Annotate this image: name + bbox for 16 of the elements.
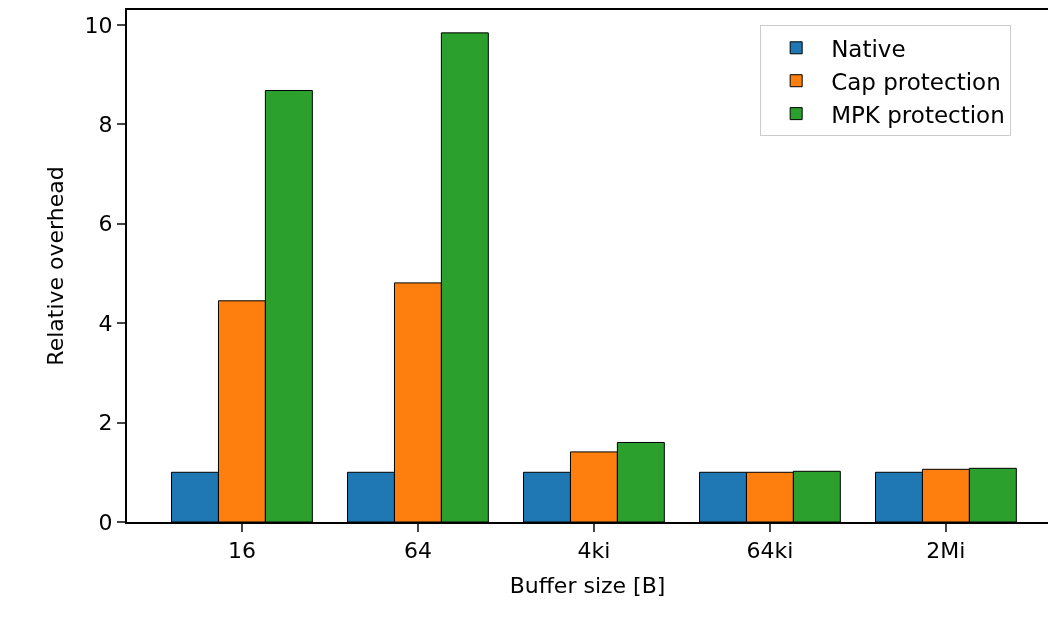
y-tick-label: 0: [98, 509, 113, 535]
x-tick-label: 64: [403, 538, 432, 564]
x-tick-label: 4ki: [577, 538, 611, 564]
y-axis-title: Relative overhead: [42, 166, 68, 366]
y-tick-label: 4: [98, 310, 113, 336]
legend-label: MPK protection: [831, 101, 1005, 128]
x-tick-label: 16: [227, 538, 256, 564]
x-axis-title: Buffer size [B]: [509, 572, 666, 598]
x-tick-label: 64ki: [746, 538, 794, 564]
y-tick-label: 2: [98, 410, 113, 436]
x-tick-label: 2Mi: [926, 538, 966, 564]
legend-label: Native: [831, 35, 906, 62]
y-tick-label: 10: [84, 12, 113, 38]
y-tick-label: 8: [98, 112, 113, 138]
legend-label: Cap protection: [831, 68, 1001, 95]
y-tick-label: 6: [98, 211, 113, 237]
